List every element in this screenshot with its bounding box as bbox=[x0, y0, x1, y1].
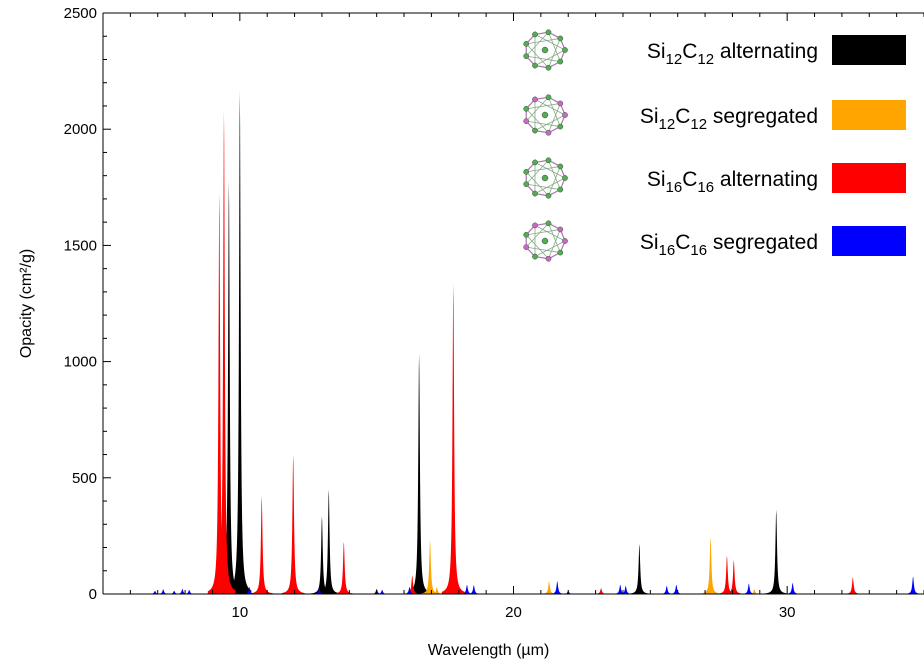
series-3-peak-9 bbox=[715, 555, 739, 594]
legend-label-text: segregated bbox=[707, 231, 818, 254]
legend-label-text: C bbox=[675, 105, 690, 128]
x-axis-title: Wavelength (µm) bbox=[428, 642, 550, 659]
series-4-peak-4 bbox=[170, 588, 194, 594]
series-1-peak-1 bbox=[217, 180, 241, 594]
legend-label-subscript: 12 bbox=[659, 116, 676, 133]
series-layer bbox=[143, 90, 924, 595]
x-tick-label: 20 bbox=[505, 604, 522, 621]
series-4-peak-20 bbox=[781, 582, 805, 594]
legend-label-text: Si bbox=[647, 40, 666, 63]
legend-swatch bbox=[832, 35, 906, 65]
series-2-peak-4 bbox=[699, 537, 723, 594]
y-tick-label: 500 bbox=[72, 470, 97, 487]
series-3-peak-8 bbox=[589, 588, 613, 594]
legend-entry: Si12C12 alternating bbox=[523, 29, 906, 71]
x-tick-label: 10 bbox=[231, 604, 248, 621]
legend-label-subscript: 12 bbox=[666, 51, 683, 68]
legend-label-text: alternating bbox=[714, 40, 818, 63]
legend-label-text: Si bbox=[647, 168, 666, 191]
series-4-peak-17 bbox=[655, 585, 679, 594]
y-tick-label: 0 bbox=[89, 586, 97, 603]
series-4-peak-6 bbox=[237, 587, 261, 594]
series-4-peak-5 bbox=[177, 589, 201, 594]
series-4-peak-19 bbox=[737, 583, 761, 594]
legend-label-subscript: 16 bbox=[697, 179, 714, 196]
legend-swatch bbox=[832, 226, 906, 256]
legend-label-subscript: 16 bbox=[659, 242, 676, 259]
series-3-peak-3 bbox=[250, 496, 274, 594]
y-tick-label: 1000 bbox=[64, 354, 97, 371]
legend-label-text: segregated bbox=[707, 105, 818, 128]
axes-layer: 0 500 1000 1500 2000 2500 10 20 30 Wavelength (µm… bbox=[18, 5, 924, 659]
series-2-peak-5 bbox=[742, 589, 766, 594]
legend-label-text: alternating bbox=[714, 168, 818, 191]
series-3-peak-5 bbox=[332, 541, 356, 594]
y-axis-title: Opacity (cm²/g) bbox=[18, 249, 35, 358]
legend-label-text: Si bbox=[640, 105, 659, 128]
series-3 bbox=[207, 110, 865, 595]
legend-label: Si12C12 alternating bbox=[647, 40, 818, 68]
series-3-peak-11 bbox=[841, 577, 865, 594]
series-2-peak-2 bbox=[425, 587, 449, 594]
series-1-peak-6 bbox=[627, 544, 651, 594]
legend-label-subscript: 16 bbox=[666, 179, 683, 196]
series-4-peak-15 bbox=[608, 584, 632, 594]
legend-label-text: C bbox=[682, 40, 697, 63]
legend-label-text: C bbox=[682, 168, 697, 191]
y-tick-label: 2000 bbox=[64, 121, 97, 138]
series-1-peak-3 bbox=[310, 516, 334, 594]
series-4-peak-12 bbox=[462, 585, 486, 594]
legend-label-subscript: 16 bbox=[690, 242, 707, 259]
series-4-peak-7 bbox=[307, 588, 331, 594]
legend-label: Si16C16 segregated bbox=[640, 231, 818, 259]
y-tick-label: 1500 bbox=[64, 237, 97, 254]
molecule-icon bbox=[523, 29, 568, 71]
x-tick-label: 30 bbox=[779, 604, 796, 621]
series-3-peak-4 bbox=[281, 454, 305, 594]
series-1 bbox=[217, 90, 788, 594]
series-4-peak-10 bbox=[398, 587, 421, 594]
legend-swatch bbox=[832, 163, 906, 193]
series-1-peak-5 bbox=[407, 353, 431, 594]
series-2 bbox=[418, 537, 766, 594]
series-4-peak-21 bbox=[901, 576, 924, 594]
series-4-peak-1 bbox=[143, 590, 167, 594]
series-3-peak-7 bbox=[441, 283, 465, 594]
series-3-peak-6 bbox=[400, 575, 424, 594]
series-2-peak-1 bbox=[418, 540, 442, 594]
series-3-peak-1 bbox=[207, 191, 231, 594]
series-4-peak-9 bbox=[370, 589, 394, 594]
molecule-icon bbox=[523, 220, 568, 262]
series-1-peak-7 bbox=[764, 509, 788, 594]
legend-label-text: Si bbox=[640, 231, 659, 254]
series-4-peak-3 bbox=[162, 590, 186, 594]
legend-label-text: C bbox=[675, 231, 690, 254]
legend-label-subscript: 12 bbox=[697, 51, 714, 68]
series-2-peak-3 bbox=[537, 581, 561, 594]
series-1-peak-2 bbox=[228, 90, 252, 594]
legend-label: Si12C12 segregated bbox=[640, 105, 818, 133]
y-tick-label: 2500 bbox=[64, 5, 97, 22]
legend-label-subscript: 12 bbox=[690, 116, 707, 133]
series-4-peak-13 bbox=[545, 581, 569, 594]
series-4-peak-16 bbox=[614, 585, 638, 594]
legend-swatch bbox=[832, 100, 906, 130]
legend-label: Si16C16 alternating bbox=[647, 168, 818, 196]
series-3-peak-10 bbox=[722, 560, 746, 594]
series-1-peak-4 bbox=[317, 489, 341, 594]
series-4-peak-2 bbox=[151, 589, 175, 594]
molecule-icon bbox=[523, 157, 568, 199]
legend-entry: Si12C12 segregated bbox=[523, 94, 906, 136]
legend-entry: Si16C16 segregated bbox=[523, 220, 906, 262]
molecule-icon bbox=[523, 94, 568, 136]
series-3-peak-2 bbox=[212, 110, 236, 595]
series-4-peak-11 bbox=[455, 584, 479, 594]
legend-entry: Si16C16 alternating bbox=[523, 157, 906, 199]
series-4-peak-18 bbox=[664, 584, 688, 594]
